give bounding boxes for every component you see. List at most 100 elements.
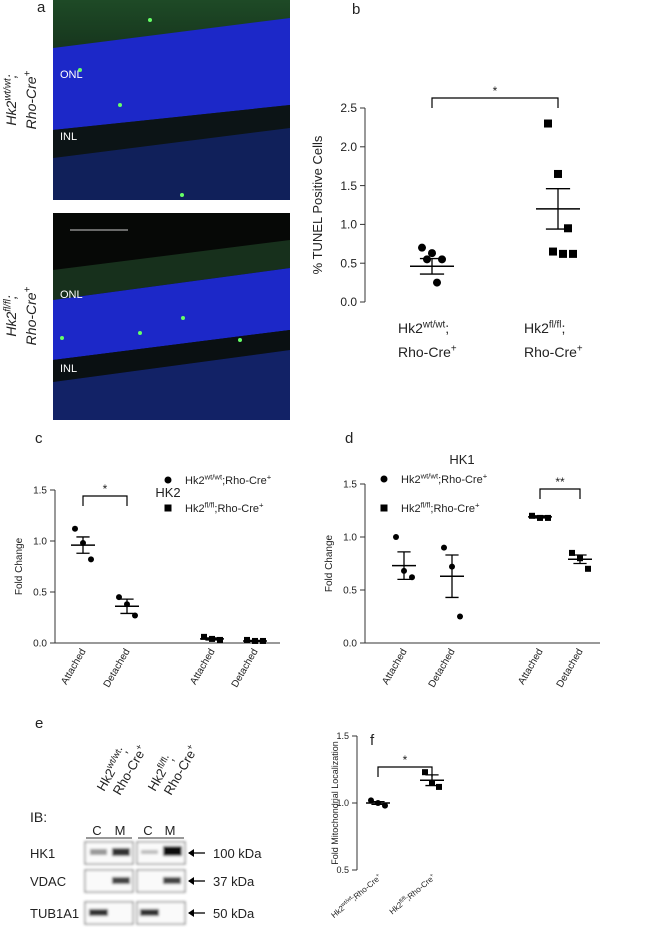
text-part: ;Rho-Cre [430, 503, 475, 515]
text-part: Rho-Cre [23, 76, 39, 129]
data-point [544, 119, 552, 128]
data-point [217, 636, 223, 643]
x-tick-label: Attached [380, 647, 409, 687]
panel-letter: c [35, 430, 43, 447]
superscript: + [22, 70, 33, 76]
superscript: fl/fl [2, 298, 13, 311]
layer-label: INL [60, 131, 77, 143]
superscript: wt/wt [422, 319, 446, 330]
label: Hk2fl/fl;Rho-Cre+ [388, 872, 438, 916]
size-label: 50 kDa [213, 906, 255, 921]
x-tick-label: Detached [102, 647, 133, 690]
significance-label: * [103, 482, 108, 496]
data-point [545, 514, 551, 521]
text-part: ;Rho-Cre [438, 474, 483, 486]
data-point [88, 556, 94, 563]
data-point [438, 255, 446, 264]
panel-letter: b [352, 1, 360, 18]
panel-letter: f [370, 732, 375, 749]
error-bar [397, 551, 411, 581]
legend-marker [380, 504, 388, 512]
y-tick-label: 0.5 [33, 588, 47, 599]
data-point [559, 249, 567, 258]
legend-marker [164, 504, 172, 512]
superscript: + [429, 872, 435, 879]
data-point [569, 549, 575, 556]
label: Rho-Cre+ [524, 343, 583, 360]
superscript: wt/wt [2, 77, 13, 101]
size-label: 100 kDa [213, 846, 262, 861]
significance-label: ** [555, 475, 565, 489]
superscript: + [259, 501, 264, 510]
label: Hk2wt/wt;Rho-Cre+ [329, 872, 383, 919]
y-tick-label: 1.0 [343, 533, 357, 544]
text-part: ; [445, 320, 449, 336]
label: Hk2wt/wt;Rho-Cre+ [401, 472, 488, 486]
x-tick-label: Detached [555, 647, 586, 690]
text-part: Rho-Cre [23, 292, 39, 345]
arrow-head [188, 909, 194, 917]
y-axis-label: Fold Change [14, 537, 25, 595]
label: Hk2fl/fl; [2, 295, 19, 336]
data-point [529, 512, 535, 519]
error-bar [205, 637, 219, 641]
data-point [201, 633, 207, 640]
error-bar [573, 554, 587, 565]
arrow-head [188, 877, 194, 885]
x-tick-label: Attached [188, 647, 217, 687]
label: Rho-Cre+ [160, 742, 201, 797]
superscript: fl/fl [205, 501, 215, 510]
data-point [393, 534, 399, 540]
layer-label: ONL [60, 69, 83, 81]
y-tick-label: 0.0 [340, 295, 357, 309]
y-tick-label: 0.5 [343, 586, 357, 597]
text-part: ; [3, 74, 19, 78]
data-point [433, 278, 441, 287]
legend-marker [380, 475, 388, 483]
superscript: + [133, 742, 144, 752]
y-axis-label: Fold Change [324, 534, 335, 592]
panel-letter: e [35, 715, 43, 732]
significance-bracket [431, 97, 559, 108]
y-tick-label: 1.0 [340, 218, 357, 232]
micrograph-top [53, 0, 290, 200]
superscript: + [451, 343, 457, 354]
superscript: + [375, 872, 381, 879]
error-bar [545, 188, 571, 230]
text-part: Hk2 [524, 320, 549, 336]
chart-title: HK2 [155, 485, 180, 500]
data-point [585, 565, 591, 572]
label: Rho-Cre+ [398, 343, 457, 360]
ib-label: IB: [30, 809, 47, 825]
significance-label: * [493, 84, 498, 98]
superscript: + [22, 286, 33, 292]
y-tick-label: 1.5 [343, 480, 357, 491]
text-part: ; [3, 295, 19, 299]
label: Hk2wt/wt; [2, 74, 19, 125]
significance-label: * [403, 753, 408, 767]
error-bar [76, 536, 90, 554]
label: Hk2wt/wt; [398, 319, 449, 336]
text-part: Hk2 [398, 320, 423, 336]
data-point [549, 247, 557, 256]
blot [84, 841, 186, 925]
layer-label: ONL [60, 289, 83, 301]
lane-label: C [143, 823, 152, 838]
y-tick-label: 0.5 [336, 865, 349, 875]
superscript: fl/fl [399, 895, 408, 904]
row-label: VDAC [30, 874, 66, 889]
y-tick-label: 1.5 [340, 179, 357, 193]
data-point [418, 243, 426, 252]
text-part: Hk2 [3, 100, 19, 125]
significance-bracket [82, 495, 128, 506]
y-tick-label: 0.0 [343, 639, 357, 650]
text-part: ; [116, 745, 131, 756]
data-point [422, 769, 428, 776]
data-point [244, 636, 250, 643]
y-tick-label: 1.0 [33, 537, 47, 548]
y-tick-label: 0.0 [33, 639, 47, 650]
y-axis-label: % TUNEL Positive Cells [310, 135, 325, 274]
text-part: ;Rho-Cre [350, 874, 381, 902]
text-part: Hk2 [185, 503, 205, 515]
